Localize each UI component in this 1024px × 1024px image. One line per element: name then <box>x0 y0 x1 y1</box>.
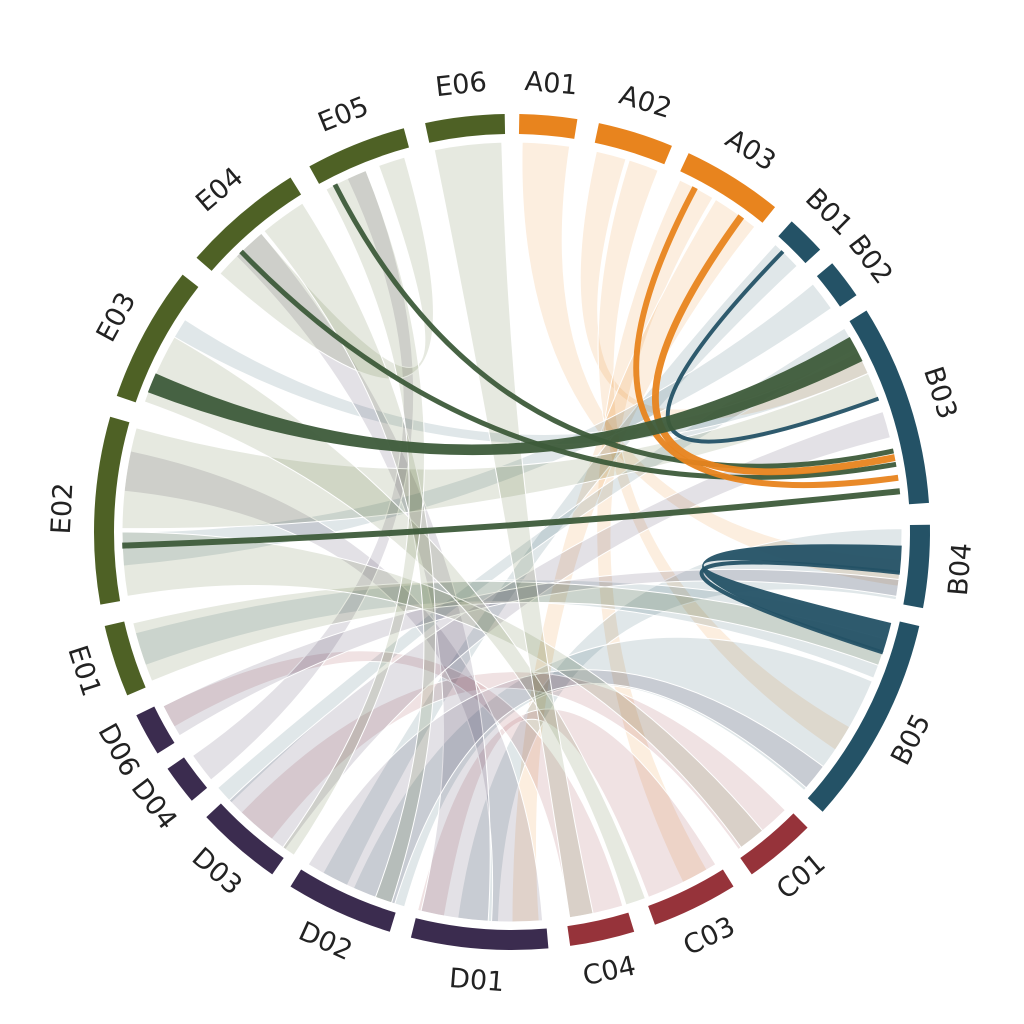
segment-label-a01: A01 <box>524 66 579 101</box>
highlight-link-0 <box>332 183 894 469</box>
segment-label-c04: C04 <box>580 950 639 992</box>
segment-label-c01: C01 <box>771 848 832 906</box>
segment-label-b04: B04 <box>943 542 978 597</box>
ribbon-28 <box>433 141 594 919</box>
segment-arc-a03 <box>680 153 776 223</box>
segment-arc-e04 <box>196 177 302 271</box>
segment-arc-c03 <box>648 869 734 925</box>
segment-arc-b01 <box>778 221 821 264</box>
segment-label-b05: B05 <box>885 709 937 770</box>
segment-label-e04: E04 <box>190 161 249 218</box>
segment-label-b03: B03 <box>917 363 963 423</box>
highlight-ribbons-layer <box>122 183 902 655</box>
segment-label-a03: A03 <box>720 123 781 177</box>
segment-arc-d06 <box>136 706 175 754</box>
ribbon-17 <box>307 669 825 905</box>
ribbon-25 <box>219 156 434 380</box>
ribbon-11 <box>352 636 873 908</box>
segment-arc-e03 <box>116 274 199 403</box>
segment-arc-e01 <box>104 621 146 696</box>
segment-arc-b02 <box>816 263 857 307</box>
segment-label-d02: D02 <box>294 916 357 967</box>
segment-arc-a01 <box>518 114 578 139</box>
highlight-ribbon-0 <box>147 337 863 456</box>
segment-label-c03: C03 <box>679 911 740 962</box>
highlight-link-6 <box>699 560 901 655</box>
segment-label-b01: B01 <box>799 183 858 242</box>
segment-label-d03: D03 <box>186 842 248 902</box>
segment-arc-d04 <box>167 757 208 801</box>
ribbon-26 <box>263 202 436 904</box>
ribbon-20 <box>162 568 900 737</box>
segment-label-a02: A02 <box>616 80 676 125</box>
segment-arcs-layer <box>93 114 931 950</box>
segment-arc-c04 <box>567 912 635 946</box>
segment-label-d01: D01 <box>448 963 505 998</box>
highlight-link-2 <box>122 488 901 549</box>
segment-arc-e02 <box>93 416 130 605</box>
ribbon-23 <box>121 372 880 530</box>
segment-label-e02: E02 <box>46 482 80 535</box>
segment-label-b02: B02 <box>842 229 899 290</box>
ribbon-21 <box>132 580 888 682</box>
segment-label-e01: E01 <box>61 642 106 700</box>
ribbons-layer <box>121 141 903 923</box>
segment-label-d06: D06 <box>91 719 145 782</box>
segment-arc-d02 <box>290 869 396 932</box>
segment-arc-c01 <box>740 813 808 875</box>
segment-arc-d03 <box>206 803 284 875</box>
segment-arc-d01 <box>410 918 549 950</box>
ribbon-18 <box>228 410 892 851</box>
segment-label-d04: D04 <box>125 773 183 836</box>
segment-arc-e06 <box>425 114 506 143</box>
segment-label-e06: E06 <box>434 67 489 104</box>
segment-arc-b04 <box>903 524 931 609</box>
segment-arc-b05 <box>807 621 920 812</box>
segment-label-e05: E05 <box>314 91 373 139</box>
segment-arc-b03 <box>849 310 929 505</box>
highlight-link-4 <box>652 214 896 476</box>
segment-arc-e05 <box>309 128 409 184</box>
segment-arc-a02 <box>594 123 672 165</box>
segment-label-e03: E03 <box>91 287 143 347</box>
highlight-ribbon-1 <box>702 544 902 653</box>
